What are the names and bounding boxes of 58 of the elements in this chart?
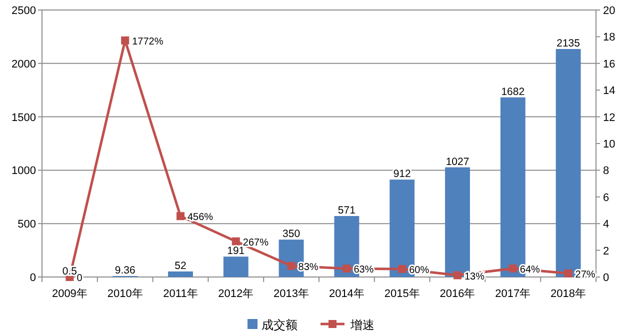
- data-label: 60%: [409, 264, 430, 276]
- data-label: 571: [338, 204, 356, 217]
- point: [564, 269, 572, 278]
- data-label: 64%: [520, 264, 540, 276]
- y-tick-label: 1500: [12, 112, 36, 124]
- data-label: 912: [393, 168, 412, 180]
- y2-tick-label: 2: [603, 245, 610, 258]
- y2-tick-label: 18: [603, 32, 616, 44]
- y-tick-label: 0: [30, 272, 36, 284]
- data-label: 1682: [501, 86, 525, 98]
- data-label: 0: [76, 273, 83, 284]
- y2-tick-label: 10: [603, 138, 616, 150]
- point: [398, 264, 406, 273]
- y2-tick-label: 16: [603, 58, 616, 70]
- y-tick-label: 2500: [12, 5, 36, 17]
- point: [176, 212, 184, 220]
- y2-tick-label: 20: [603, 5, 616, 17]
- x-tick-label: 2011年: [163, 288, 198, 300]
- x-tick-label: 2017年: [495, 288, 531, 300]
- data-label: 63%: [354, 264, 374, 276]
- x-tick-label: 2014年: [328, 288, 364, 300]
- y2-tick-label: 4: [603, 218, 610, 231]
- x-tick-label: 2015年: [384, 288, 420, 300]
- x-tick-label: 2018年: [550, 288, 586, 300]
- x-tick-label: 2013年: [274, 288, 310, 300]
- data-label: 267%: [242, 237, 269, 248]
- y2-tick-label: 6: [603, 192, 610, 204]
- data-label: 9.36: [114, 264, 136, 276]
- y2-tick-label: 14: [603, 85, 616, 98]
- x-tick-label: 2012年: [218, 288, 254, 300]
- legend-label: 成交额: [262, 318, 298, 332]
- data-label: 1027: [446, 156, 470, 168]
- y-tick-label: 1000: [12, 165, 36, 178]
- y2-tick-label: 8: [603, 165, 610, 178]
- y2-tick-label: 0: [603, 272, 610, 284]
- point: [454, 271, 462, 280]
- legend-label: 增速: [350, 318, 374, 332]
- x-tick-label: 2010年: [107, 288, 143, 300]
- y-tick-label: 2000: [12, 58, 36, 70]
- bar: [168, 271, 193, 277]
- y-tick-label: 500: [18, 218, 36, 231]
- point: [232, 237, 240, 246]
- data-label: 1772%: [132, 36, 164, 48]
- point: [121, 36, 130, 44]
- bar: [223, 256, 248, 277]
- y2-tick-label: 12: [603, 112, 616, 124]
- point: [342, 264, 351, 273]
- point: [287, 262, 296, 270]
- data-label: 13%: [464, 271, 485, 282]
- x-tick-label: 2009年: [52, 288, 88, 300]
- point: [508, 264, 517, 272]
- x-tick-label: 2016年: [440, 288, 476, 300]
- data-label: 350: [282, 228, 300, 240]
- data-label: 456%: [188, 212, 214, 224]
- data-label: 191: [227, 245, 245, 258]
- data-label: 83%: [298, 262, 318, 273]
- data-label: 2135: [556, 37, 580, 50]
- data-label: 52: [174, 260, 186, 272]
